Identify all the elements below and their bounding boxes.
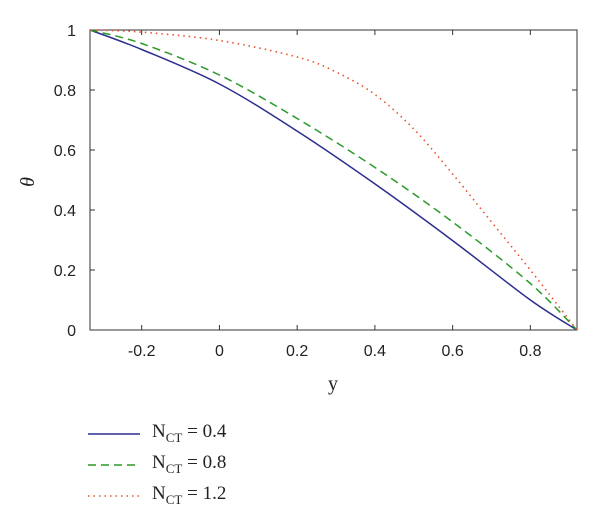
series-line-3 — [89, 29, 578, 331]
x-tick-label: 0.8 — [519, 343, 541, 360]
legend-label: NCT = 0.4 — [152, 421, 226, 446]
y-tick-label: 0.8 — [54, 83, 76, 100]
x-tick-label: 0.6 — [442, 343, 464, 360]
legend-swatch — [88, 463, 140, 466]
legend-label: NCT = 0.8 — [152, 452, 226, 477]
y-tick-label: 0.2 — [54, 263, 76, 280]
x-tick-label: 0 — [215, 343, 224, 360]
legend-label: NCT = 1.2 — [152, 483, 226, 508]
legend-label-value: = 0.8 — [182, 452, 227, 474]
x-tick-label: 0.4 — [364, 343, 386, 360]
legend-swatch — [88, 494, 140, 497]
legend-item: NCT = 0.8 — [88, 449, 226, 480]
plot-frame — [89, 29, 578, 331]
legend: NCT = 0.4 NCT = 0.8 NCT = 1.2 — [88, 418, 226, 511]
y-tick-label: 0.4 — [54, 203, 76, 220]
legend-swatch — [88, 432, 140, 435]
axis-ticks: -0.2 0 0.2 0.4 0.6 0.8 0 0.2 0.4 0.6 0.8 1 — [54, 23, 577, 360]
legend-label-subscript: CT — [165, 429, 183, 445]
series-line-2 — [89, 29, 578, 331]
series-line-1 — [89, 29, 578, 331]
x-tick-label: 0.2 — [286, 343, 308, 360]
y-tick-label: 0 — [67, 323, 76, 340]
x-tick-label: -0.2 — [128, 343, 156, 360]
legend-label-subscript: CT — [165, 491, 183, 507]
legend-label-value: = 1.2 — [182, 483, 227, 505]
legend-item: NCT = 1.2 — [88, 480, 226, 511]
y-axis-label: θ — [17, 177, 39, 187]
legend-item: NCT = 0.4 — [88, 418, 226, 449]
y-tick-label: 0.6 — [54, 143, 76, 160]
x-axis-label: y — [328, 373, 338, 395]
legend-label-base: N — [152, 452, 166, 474]
series-layer — [89, 29, 578, 331]
legend-label-base: N — [152, 421, 166, 443]
legend-label-value: = 0.4 — [182, 421, 227, 443]
legend-label-subscript: CT — [165, 460, 183, 476]
legend-label-base: N — [152, 483, 166, 505]
y-tick-label: 1 — [67, 23, 76, 40]
